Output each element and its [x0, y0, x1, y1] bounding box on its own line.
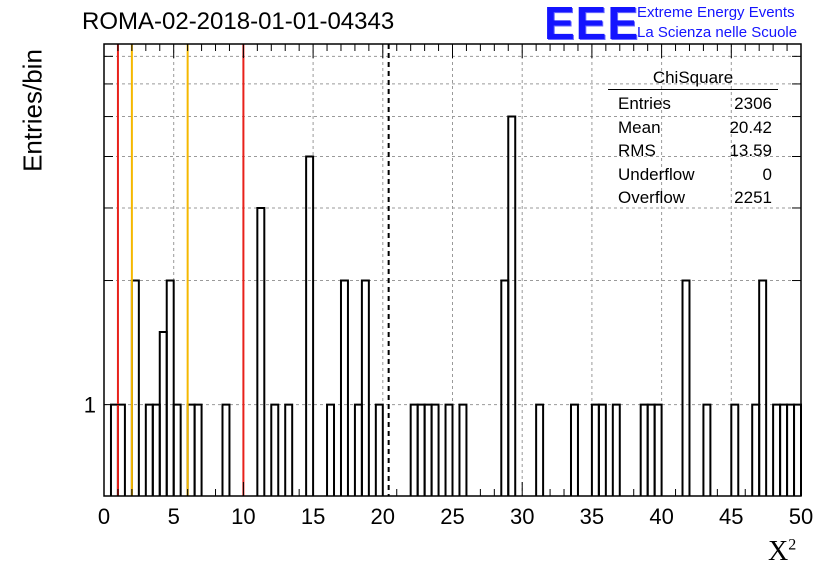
hist-bin: [116, 403, 126, 496]
stats-box: ChiSquare Entries 2306 Mean 20.42 RMS 13.59…: [608, 68, 778, 210]
hist-bin: [130, 279, 140, 496]
x-axis-label-sup: 2: [788, 536, 797, 554]
hist-bin: [702, 403, 712, 496]
hist-bin: [430, 403, 440, 496]
y-tick-label: 1: [84, 393, 96, 418]
stats-row-overflow: Overflow 2251: [614, 186, 772, 210]
x-tick-label: 0: [98, 504, 110, 529]
hist-bin: [270, 403, 280, 496]
hist-bin: [535, 403, 545, 496]
hist-bin: [653, 403, 663, 496]
x-tick-label: 50: [789, 504, 813, 529]
stats-label: Mean: [618, 117, 661, 137]
stats-label: RMS: [618, 141, 656, 160]
x-tick-label: 25: [440, 504, 464, 529]
hist-bin: [590, 403, 600, 496]
hist-bin: [423, 403, 433, 496]
hist-bin: [646, 403, 656, 496]
x-tick-label: 20: [371, 504, 395, 529]
hist-bin: [758, 279, 768, 496]
x-tick-label: 5: [168, 504, 180, 529]
hist-bin: [109, 403, 119, 496]
eee-logo: EEE: [544, 0, 640, 49]
hist-bin: [374, 403, 384, 496]
x-axis-label: X2: [768, 536, 796, 568]
hist-bin: [597, 403, 607, 496]
stats-label: Underflow: [618, 164, 695, 184]
hist-bin: [144, 403, 154, 496]
hist-bin: [611, 403, 621, 496]
plot-title: ROMA-02-2018-01-01-04343: [82, 8, 395, 35]
stats-label: Entries: [618, 94, 671, 113]
hist-bin: [360, 279, 370, 496]
hist-bin: [416, 403, 426, 496]
hist-bin: [793, 403, 802, 496]
logo-line-1: Extreme Energy Events: [637, 4, 795, 21]
hist-bin: [353, 403, 363, 496]
hist-bin: [409, 403, 419, 496]
x-axis-label-base: X: [768, 536, 789, 567]
hist-bin: [165, 279, 175, 496]
stats-title: ChiSquare: [608, 68, 778, 90]
hist-bin: [779, 403, 789, 496]
stats-row-entries: Entries 2306: [614, 92, 772, 116]
hist-bin: [256, 206, 266, 496]
stats-label: Overflow: [618, 188, 686, 207]
stats-value: 0: [762, 164, 772, 184]
hist-bin: [339, 279, 349, 496]
x-tick-label: 10: [231, 504, 255, 529]
hist-bin: [772, 403, 782, 496]
stats-value: 2251: [734, 188, 772, 207]
hist-bin: [221, 403, 231, 496]
hist-bin: [158, 331, 168, 496]
stats-row-rms: RMS 13.59: [614, 139, 772, 163]
x-tick-label: 15: [301, 504, 325, 529]
hist-bin: [681, 279, 691, 496]
hist-bin: [305, 155, 315, 496]
x-tick-label: 45: [719, 504, 743, 529]
stats-row-mean: Mean 20.42: [614, 116, 772, 140]
logo-line-2: La Scienza nelle Scuole: [637, 24, 798, 41]
hist-bin: [751, 403, 761, 496]
hist-bin: [639, 403, 649, 496]
hist-bin: [151, 403, 161, 496]
stats-value: 13.59: [729, 141, 772, 160]
hist-bin: [458, 403, 468, 496]
hist-bin: [326, 403, 336, 496]
hist-bin: [284, 403, 294, 496]
hist-bin: [500, 279, 510, 496]
hist-bin: [730, 403, 740, 496]
x-tick-label: 35: [580, 504, 604, 529]
hist-bin: [786, 403, 796, 496]
stats-value: 2306: [734, 94, 772, 113]
hist-bin: [193, 403, 203, 496]
hist-bin: [444, 403, 454, 496]
x-tick-label: 40: [649, 504, 673, 529]
stats-value: 20.42: [729, 117, 772, 137]
hist-bin: [186, 403, 196, 496]
hist-bin: [569, 403, 579, 496]
x-tick-label: 30: [510, 504, 534, 529]
hist-bin: [172, 403, 182, 496]
stats-row-underflow: Underflow 0: [614, 163, 772, 187]
hist-bin: [507, 115, 517, 496]
